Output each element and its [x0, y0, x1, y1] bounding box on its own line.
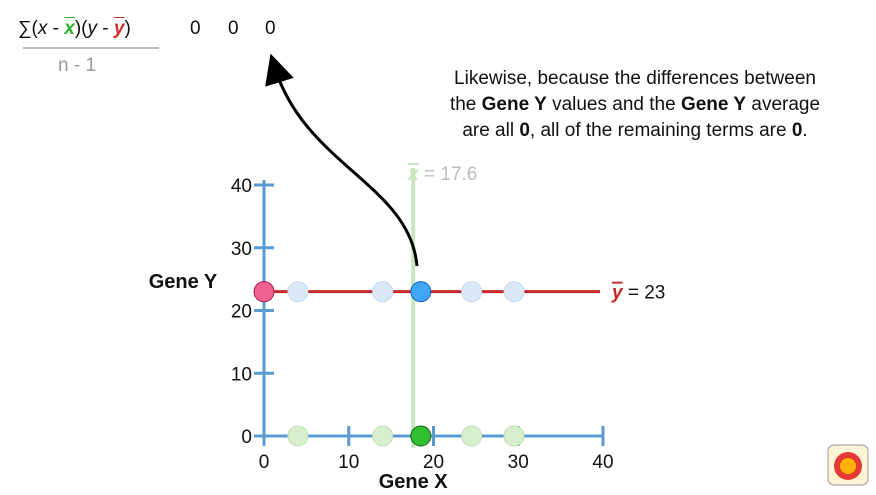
xbar-label: x = 17.6 [407, 164, 477, 185]
explanation-text: Likewise, because the differences betwee… [405, 66, 865, 144]
explanation-fragment: values and the [546, 94, 681, 115]
y-tick-label: 10 [231, 364, 252, 385]
formula-ybar: y [113, 18, 125, 39]
explanation-fragment: , all of the remaining terms are [529, 120, 792, 141]
x-tick-label: 20 [423, 452, 444, 473]
formula-y: y [87, 18, 98, 39]
statquest-logo [825, 442, 871, 488]
formula-paren: ( [31, 18, 38, 39]
formula-numerator: ∑(x - x)(y - y) [18, 18, 131, 40]
x-tick-label: 0 [259, 452, 270, 473]
formula-denominator: n - 1 [58, 55, 97, 76]
xbar-value: = 17.6 [419, 164, 478, 185]
data-point-mean-line [287, 281, 309, 303]
explanation-fragment: average [746, 94, 821, 115]
xbar-symbol: x [407, 164, 420, 185]
data-point-mean-line [503, 281, 525, 303]
explanation-fragment: are all [462, 120, 520, 141]
y-axis-label: Gene Y [149, 271, 218, 293]
explanation-fragment: Likewise, because the differences betwee… [454, 68, 816, 89]
term-value: 0 [228, 18, 239, 39]
formula-minus: - [97, 18, 114, 39]
fraction-bar [23, 47, 159, 49]
x-tick-label: 10 [338, 452, 359, 473]
formula-paren: )( [74, 18, 88, 39]
formula-x: x [37, 18, 48, 39]
y-tick-label: 40 [231, 176, 252, 197]
term-value: 0 [190, 18, 201, 39]
data-point-x-axis [461, 425, 483, 447]
ybar-value: = 23 [623, 283, 666, 304]
sigma-symbol: ∑ [18, 18, 32, 39]
explanation-fragment: the [449, 94, 482, 115]
x-axis-label: Gene X [379, 471, 449, 493]
explanation-line: the Gene Y values and the Gene Y average [405, 92, 865, 118]
data-point-x-axis [287, 425, 309, 447]
data-point-mean-line [253, 281, 275, 303]
pointer-arrow [265, 53, 419, 267]
explanation-line: Likewise, because the differences betwee… [405, 66, 865, 92]
data-point-mean-line [410, 281, 432, 303]
ybar-label: y = 23 [611, 283, 665, 304]
y-tick-label: 20 [231, 302, 252, 323]
data-point-x-axis [372, 425, 394, 447]
formula-xbar: x [64, 18, 75, 39]
data-point-mean-line [372, 281, 394, 303]
explanation-fragment: . [802, 120, 808, 141]
explanation-bold: Gene Y [481, 94, 547, 115]
data-point-mean-line [461, 281, 483, 303]
formula-minus: - [47, 18, 65, 39]
explanation-bold: Gene Y [680, 94, 747, 115]
x-tick-label: 30 [508, 452, 529, 473]
explanation-bold: 0 [791, 120, 803, 141]
data-point-x-axis [503, 425, 525, 447]
explanation-bold: 0 [519, 120, 530, 141]
x-tick-label: 40 [592, 452, 613, 473]
ybar-symbol: y [611, 283, 624, 304]
y-tick-label: 0 [241, 427, 252, 448]
formula-paren: ) [124, 18, 131, 39]
term-value: 0 [265, 18, 276, 39]
y-tick-label: 30 [231, 239, 252, 260]
explanation-line: are all 0, all of the remaining terms ar… [405, 118, 865, 144]
data-point-x-axis [410, 425, 432, 447]
